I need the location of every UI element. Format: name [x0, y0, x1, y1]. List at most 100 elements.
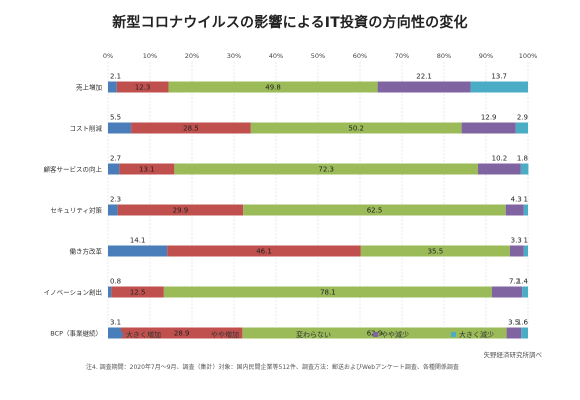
data-label: 12.5 — [130, 289, 146, 297]
bar-segment — [108, 245, 168, 257]
bar-segment — [505, 204, 524, 216]
bar-segment — [163, 286, 492, 298]
legend-swatch — [118, 332, 123, 337]
data-label: 12.9 — [481, 114, 497, 122]
data-label: 1.6 — [517, 319, 529, 327]
bar-segment — [108, 327, 122, 339]
data-label: 22.1 — [416, 73, 432, 81]
legend-swatch — [451, 332, 456, 337]
bar-segment — [515, 122, 528, 134]
bar-segment — [478, 163, 521, 175]
category-label: セキュリティ対策 — [50, 206, 102, 215]
bar-segment — [117, 204, 244, 216]
data-label: 29.9 — [173, 207, 189, 215]
category-label: BCP（事業継続） — [50, 329, 102, 338]
data-label: 49.8 — [265, 84, 281, 92]
legend-swatch — [373, 332, 378, 337]
legend-swatch — [203, 332, 208, 337]
x-tick-label: 60% — [353, 52, 367, 60]
data-label: 78.1 — [320, 289, 336, 297]
category-label: 働き方改革 — [70, 247, 103, 256]
bar-segment — [131, 122, 251, 134]
bar-segment — [116, 81, 169, 93]
bar-segment — [108, 286, 112, 298]
data-label: 2.9 — [517, 114, 528, 122]
bar-segment — [111, 286, 164, 298]
x-tick-label: 70% — [395, 52, 409, 60]
x-tick-label: 40% — [269, 52, 283, 60]
data-label: 2.7 — [110, 155, 121, 163]
data-label: 1.8 — [517, 155, 528, 163]
data-label: 0.8 — [110, 278, 121, 286]
bar-segment — [470, 81, 528, 93]
x-tick-label: 80% — [437, 52, 451, 60]
bar-segment — [523, 204, 528, 216]
bar-segment — [174, 163, 479, 175]
data-label: 10.2 — [492, 155, 508, 163]
chart-title: 新型コロナウイルスの影響によるIT投資の方向性の変化 — [112, 15, 468, 31]
data-label: 28.5 — [183, 125, 199, 133]
category-label: イノベーション創出 — [44, 288, 102, 297]
bar-segment — [506, 327, 522, 339]
bar-segment — [108, 204, 118, 216]
bar-segment — [520, 163, 529, 175]
legend-label: 大きく減少 — [459, 330, 494, 339]
bar-segment — [461, 122, 516, 134]
data-label: 2.3 — [110, 196, 121, 204]
bar-segment — [108, 122, 132, 134]
bar-segment — [243, 204, 506, 216]
data-label: 72.3 — [318, 166, 334, 174]
legend-label: やや増加 — [211, 330, 239, 339]
bar-segment — [509, 245, 524, 257]
x-tick-label: 10% — [143, 52, 157, 60]
data-label: 3.1 — [110, 319, 121, 327]
bar-segment — [121, 327, 243, 339]
source-note: 矢野経済研究所調べ — [483, 351, 543, 359]
bar-segment — [377, 81, 471, 93]
bar-segment — [250, 122, 462, 134]
bar-segment — [108, 163, 120, 175]
bar-segment — [168, 81, 378, 93]
x-tick-label: 0% — [103, 52, 113, 60]
data-label: 3.5 — [508, 319, 519, 327]
category-label: 売上増加 — [76, 83, 102, 92]
x-axis-ticks: 0% 10% 20% 30% 40% 50% 60% 70% 80% 90% 100% — [103, 52, 537, 60]
data-label: 2.1 — [110, 73, 121, 81]
data-label: 14.1 — [130, 237, 146, 245]
data-label: 7.2 — [509, 278, 520, 286]
bar-segment — [360, 245, 510, 257]
x-tick-label: 90% — [479, 52, 493, 60]
data-label: 1 — [524, 196, 528, 204]
data-label: 35.5 — [428, 248, 444, 256]
x-tick-label: 30% — [227, 52, 241, 60]
category-label: 顧客サービスの向上 — [44, 165, 103, 174]
bar-segment — [167, 245, 361, 257]
legend-swatch — [288, 332, 293, 337]
bar-segment — [491, 286, 523, 298]
legend-label: 大きく増加 — [126, 330, 161, 339]
legend: 大きく増加 やや増加 変わらない やや減少 大きく減少 — [118, 330, 494, 339]
data-label: 46.1 — [256, 248, 272, 256]
data-label: 1 — [524, 237, 528, 245]
x-tick-label: 20% — [185, 52, 199, 60]
category-labels: 売上増加コスト削減顧客サービスの向上セキュリティ対策働き方改革イノベーション創出… — [44, 83, 103, 338]
data-label: 50.2 — [348, 125, 364, 133]
x-tick-label: 50% — [311, 52, 325, 60]
data-label: 28.9 — [174, 330, 190, 338]
data-label: 13.1 — [139, 166, 155, 174]
legend-label: やや減少 — [381, 330, 409, 339]
bar-segment — [523, 245, 528, 257]
footnote: 注4. 調査期間：2020年7月～9月、調査（集計）対象：国内民間企業等512件… — [86, 364, 459, 371]
bar-segment — [522, 286, 528, 298]
bar-segment — [119, 163, 175, 175]
legend-label: 変わらない — [296, 330, 331, 339]
bar-segment — [108, 81, 117, 93]
data-label: 62.5 — [367, 207, 383, 215]
data-label: 12.3 — [135, 84, 151, 92]
gridlines — [107, 62, 529, 326]
x-tick-label: 100% — [519, 52, 538, 60]
data-label: 5.5 — [110, 114, 121, 122]
data-label: 1.4 — [517, 278, 529, 286]
data-label: 3.3 — [511, 237, 522, 245]
